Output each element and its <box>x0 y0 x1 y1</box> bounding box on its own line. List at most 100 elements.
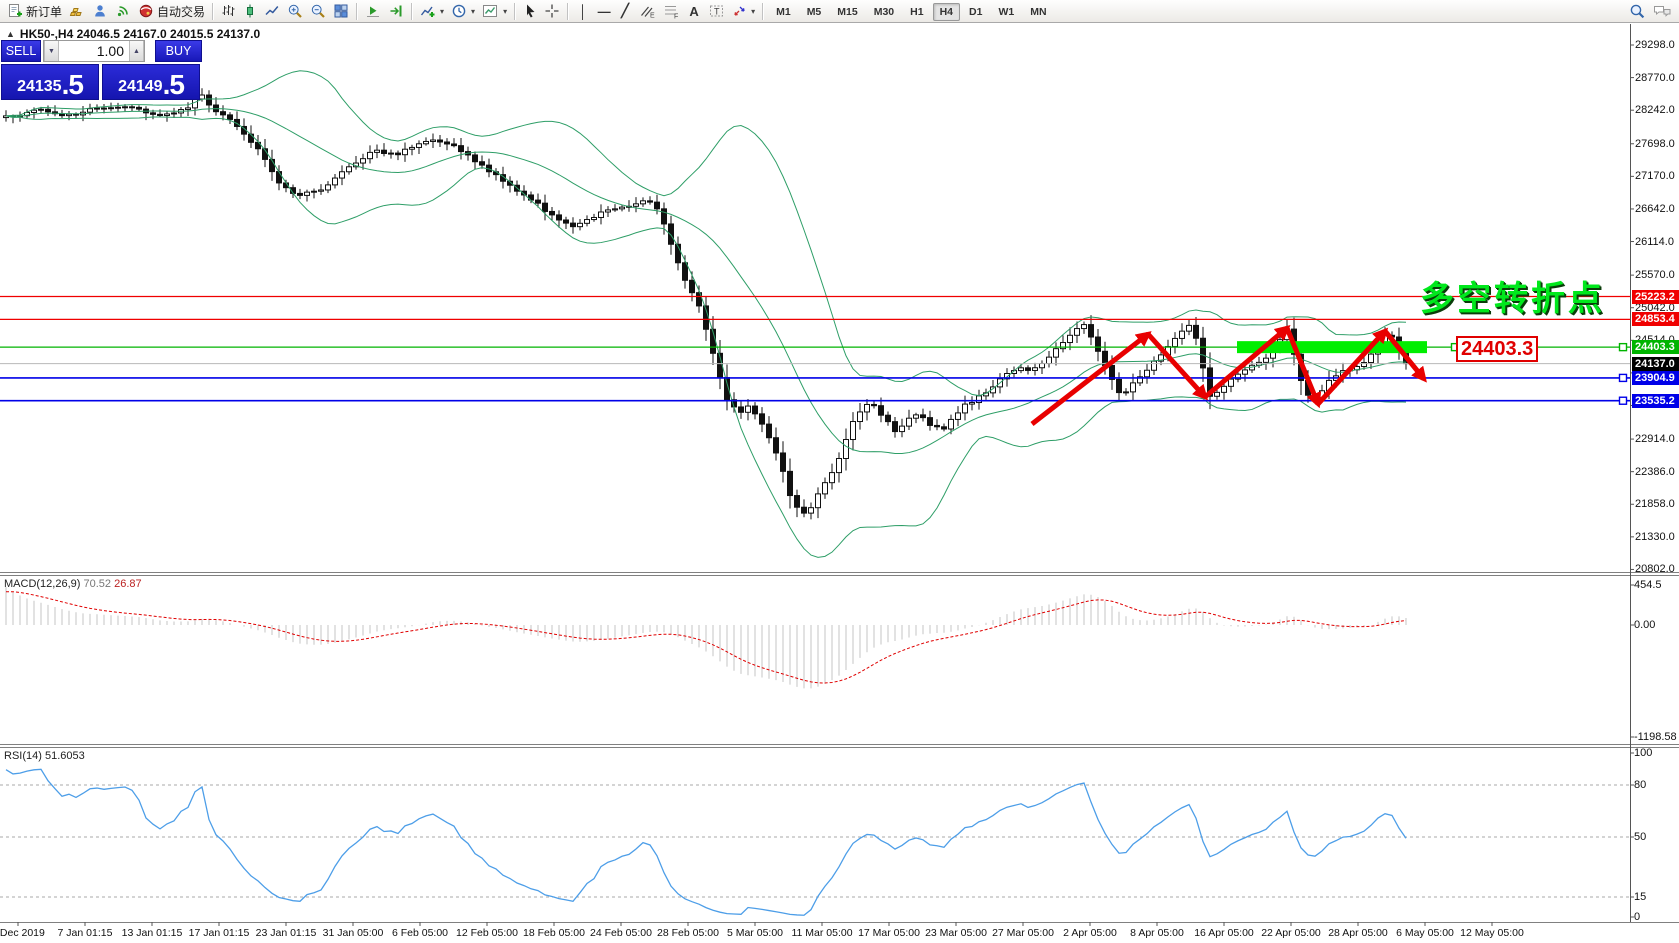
price-level-badge: 25223.2 <box>1632 289 1679 304</box>
fibonacci-icon: F <box>665 6 678 19</box>
timeframe-D1[interactable]: D1 <box>969 6 983 18</box>
volume-decrease-button[interactable]: ▼ <box>44 41 59 61</box>
vertical-line-tool[interactable]: │ <box>573 1 593 21</box>
cursor-tool-button[interactable] <box>520 1 540 21</box>
gold-ingots-icon <box>69 8 82 16</box>
sell-button[interactable]: SELL <box>1 40 41 62</box>
timeframe-H4[interactable]: H4 <box>932 3 961 21</box>
toolbar-separator <box>212 2 215 20</box>
rsi-indicator-label: RSI(14) 51.6053 <box>4 750 85 762</box>
rsi-axis-label: 100 <box>1634 747 1653 759</box>
price-axis-label: 28770.0 <box>1635 71 1675 84</box>
auto-trading-button[interactable]: 自动交易 <box>135 1 208 21</box>
macd-axis-label: -1198.58 <box>1634 731 1677 743</box>
toolbar-separator <box>762 2 765 20</box>
turning-point-annotation[interactable]: 多空转折点 <box>1420 280 1605 318</box>
indicators-button[interactable]: ▾ <box>417 1 447 21</box>
toolbar-separator <box>356 2 359 20</box>
date-axis-label: 28 Feb 05:00 <box>657 927 719 939</box>
timeframe-MN[interactable]: MN <box>1030 6 1047 18</box>
person-icon <box>95 5 105 17</box>
rsi-value: 51.6053 <box>44 750 85 762</box>
chart-template-button[interactable]: ▾ <box>479 1 510 21</box>
macd-indicator-label: MACD(12,26,9) 70.52 26.87 <box>4 578 142 590</box>
buy-price-fraction: .5 <box>162 69 185 101</box>
zoom-in-icon <box>288 4 302 18</box>
timeframe-M1[interactable]: M1 <box>776 6 791 18</box>
signals-button[interactable] <box>112 1 134 21</box>
price-axis-label: 22386.0 <box>1635 465 1675 478</box>
volume-input[interactable] <box>59 41 129 61</box>
periods-button[interactable]: ▾ <box>448 1 478 21</box>
indicators-icon <box>420 6 435 17</box>
auto-trading-icon <box>139 4 153 18</box>
timeframe-M5[interactable]: M5 <box>806 6 822 18</box>
line-chart-button[interactable] <box>261 1 283 21</box>
horizontal-line-tool[interactable]: — <box>594 1 614 21</box>
trendline-icon: ╱ <box>621 3 629 18</box>
sell-price-base: 24135 <box>17 78 62 96</box>
date-axis-label: 31 Jan 05:00 <box>322 927 384 939</box>
dropdown-caret: ▾ <box>751 6 756 16</box>
timeframe-H1[interactable]: H1 <box>910 6 924 18</box>
chat-button[interactable] <box>1650 1 1675 21</box>
chart-shift-button[interactable] <box>385 1 407 21</box>
svg-text:T: T <box>714 7 720 17</box>
fibonacci-tool[interactable]: F <box>660 1 683 21</box>
date-axis-label: 18 Feb 05:00 <box>523 927 585 939</box>
new-order-button[interactable]: 新订单 <box>4 1 65 21</box>
line-chart-icon <box>265 6 279 16</box>
new-order-label: 新订单 <box>26 4 63 19</box>
text-label-tool[interactable]: T <box>705 1 728 21</box>
price-axis-label: 25042.0 <box>1635 301 1675 314</box>
zoom-out-button[interactable] <box>307 1 329 21</box>
date-axis-label: 16 Apr 05:00 <box>1194 927 1254 939</box>
price-level-badge: 24403.3 <box>1632 340 1679 355</box>
date-axis-label: 12 Feb 05:00 <box>456 927 518 939</box>
crosshair-tool-button[interactable] <box>541 1 563 21</box>
text-icon: A <box>689 3 699 19</box>
zoom-in-button[interactable] <box>284 1 306 21</box>
trendline-tool[interactable]: ╱ <box>615 1 635 21</box>
date-axis-label: 24 Feb 05:00 <box>590 927 652 939</box>
timeframe-W1[interactable]: W1 <box>998 6 1015 18</box>
channel-tool[interactable]: E <box>636 1 659 21</box>
community-button[interactable] <box>89 1 111 21</box>
toolbar-separator <box>514 2 517 20</box>
macd-name: MACD(12,26,9) <box>4 578 81 590</box>
sell-price-button[interactable]: 24135.5 <box>1 64 99 100</box>
price-tag-annotation[interactable]: 24403.3 <box>1456 336 1539 362</box>
symbol-ohlc-line: HK50-,H4 24046.5 24167.0 24015.5 24137.0 <box>19 27 261 41</box>
date-axis-label: 17 Jan 01:15 <box>188 927 250 939</box>
text-tool[interactable]: A <box>684 1 704 21</box>
date-axis-label: 5 Mar 05:00 <box>726 927 784 939</box>
svg-text:E: E <box>650 13 655 20</box>
zoom-out-icon <box>311 4 325 18</box>
rsi-axis-label: 15 <box>1634 891 1647 903</box>
buy-button[interactable]: BUY <box>155 40 202 62</box>
timeframe-M30[interactable]: M30 <box>873 6 895 18</box>
auto-scroll-button[interactable] <box>362 1 384 21</box>
buy-price-button[interactable]: 24149.5 <box>102 64 200 100</box>
price-axis-label: 27698.0 <box>1635 137 1675 150</box>
date-axis-label: 13 Jan 01:15 <box>121 927 183 939</box>
volume-increase-button[interactable]: ▲ <box>129 41 144 61</box>
market-button[interactable] <box>66 1 88 21</box>
tile-windows-button[interactable] <box>330 1 352 21</box>
price-level-badge: 24853.4 <box>1632 312 1679 327</box>
price-axis-label: 25570.0 <box>1635 269 1675 282</box>
rsi-axis-label: 80 <box>1634 779 1647 791</box>
bar-chart-button[interactable] <box>218 1 239 21</box>
arrows-tool[interactable]: ▾ <box>729 1 758 21</box>
price-axis-label: 21330.0 <box>1635 530 1675 543</box>
timeframe-M15[interactable]: M15 <box>837 6 858 18</box>
rsi-name: RSI(14) <box>4 750 42 762</box>
rsi-axis-label: 50 <box>1634 831 1647 843</box>
date-axis-label: 0 Dec 2019 <box>0 927 45 939</box>
candlestick-chart-button[interactable] <box>240 1 260 21</box>
price-axis-label: 28242.0 <box>1635 104 1675 117</box>
date-axis-label: 22 Apr 05:00 <box>1261 927 1321 939</box>
search-button[interactable] <box>1626 1 1649 21</box>
